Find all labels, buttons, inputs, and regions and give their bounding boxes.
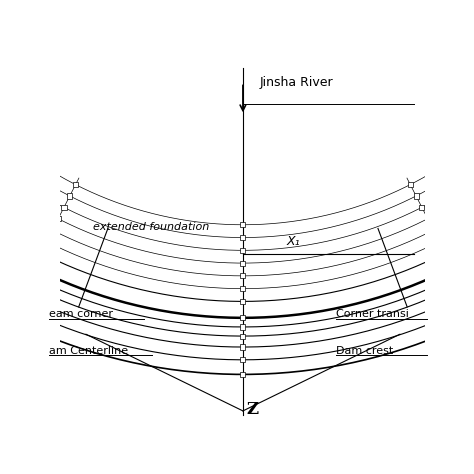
Bar bbox=[419, 205, 424, 210]
Bar bbox=[463, 291, 468, 296]
Text: Dam crest: Dam crest bbox=[336, 346, 393, 356]
Bar bbox=[22, 281, 27, 286]
Bar bbox=[413, 193, 419, 199]
Bar bbox=[469, 302, 474, 308]
Text: eam corner: eam corner bbox=[49, 309, 113, 319]
Bar bbox=[437, 239, 442, 244]
Bar bbox=[431, 228, 436, 233]
Text: Jinsha River: Jinsha River bbox=[259, 76, 333, 89]
Bar bbox=[240, 273, 246, 278]
Text: extended foundation: extended foundation bbox=[93, 222, 210, 232]
Bar bbox=[31, 265, 36, 270]
Bar bbox=[240, 222, 246, 228]
Text: Z: Z bbox=[246, 401, 259, 418]
Bar bbox=[454, 273, 459, 278]
Bar bbox=[73, 182, 78, 187]
Bar bbox=[240, 235, 246, 240]
Bar bbox=[27, 273, 32, 278]
Bar bbox=[18, 291, 23, 296]
Bar bbox=[240, 334, 246, 338]
Bar bbox=[240, 372, 246, 377]
Bar bbox=[443, 250, 447, 255]
Bar bbox=[240, 315, 246, 320]
Bar bbox=[408, 182, 413, 187]
Bar bbox=[44, 239, 49, 244]
Bar bbox=[240, 261, 246, 265]
Text: am Centerline: am Centerline bbox=[49, 346, 128, 356]
Bar bbox=[12, 302, 17, 308]
Bar bbox=[62, 205, 66, 210]
Bar bbox=[50, 228, 55, 233]
Bar bbox=[240, 299, 246, 304]
Text: X₁: X₁ bbox=[287, 236, 301, 248]
Text: Corner transi: Corner transi bbox=[336, 309, 409, 319]
Bar bbox=[240, 286, 246, 291]
Bar bbox=[5, 315, 10, 320]
Bar bbox=[240, 345, 246, 350]
Bar bbox=[38, 250, 43, 255]
Bar bbox=[240, 357, 246, 362]
Bar bbox=[55, 216, 61, 221]
Bar bbox=[458, 281, 464, 286]
Bar bbox=[240, 248, 246, 253]
Bar bbox=[450, 265, 455, 270]
Bar bbox=[240, 324, 246, 329]
Bar bbox=[425, 216, 430, 221]
Bar bbox=[67, 193, 73, 199]
